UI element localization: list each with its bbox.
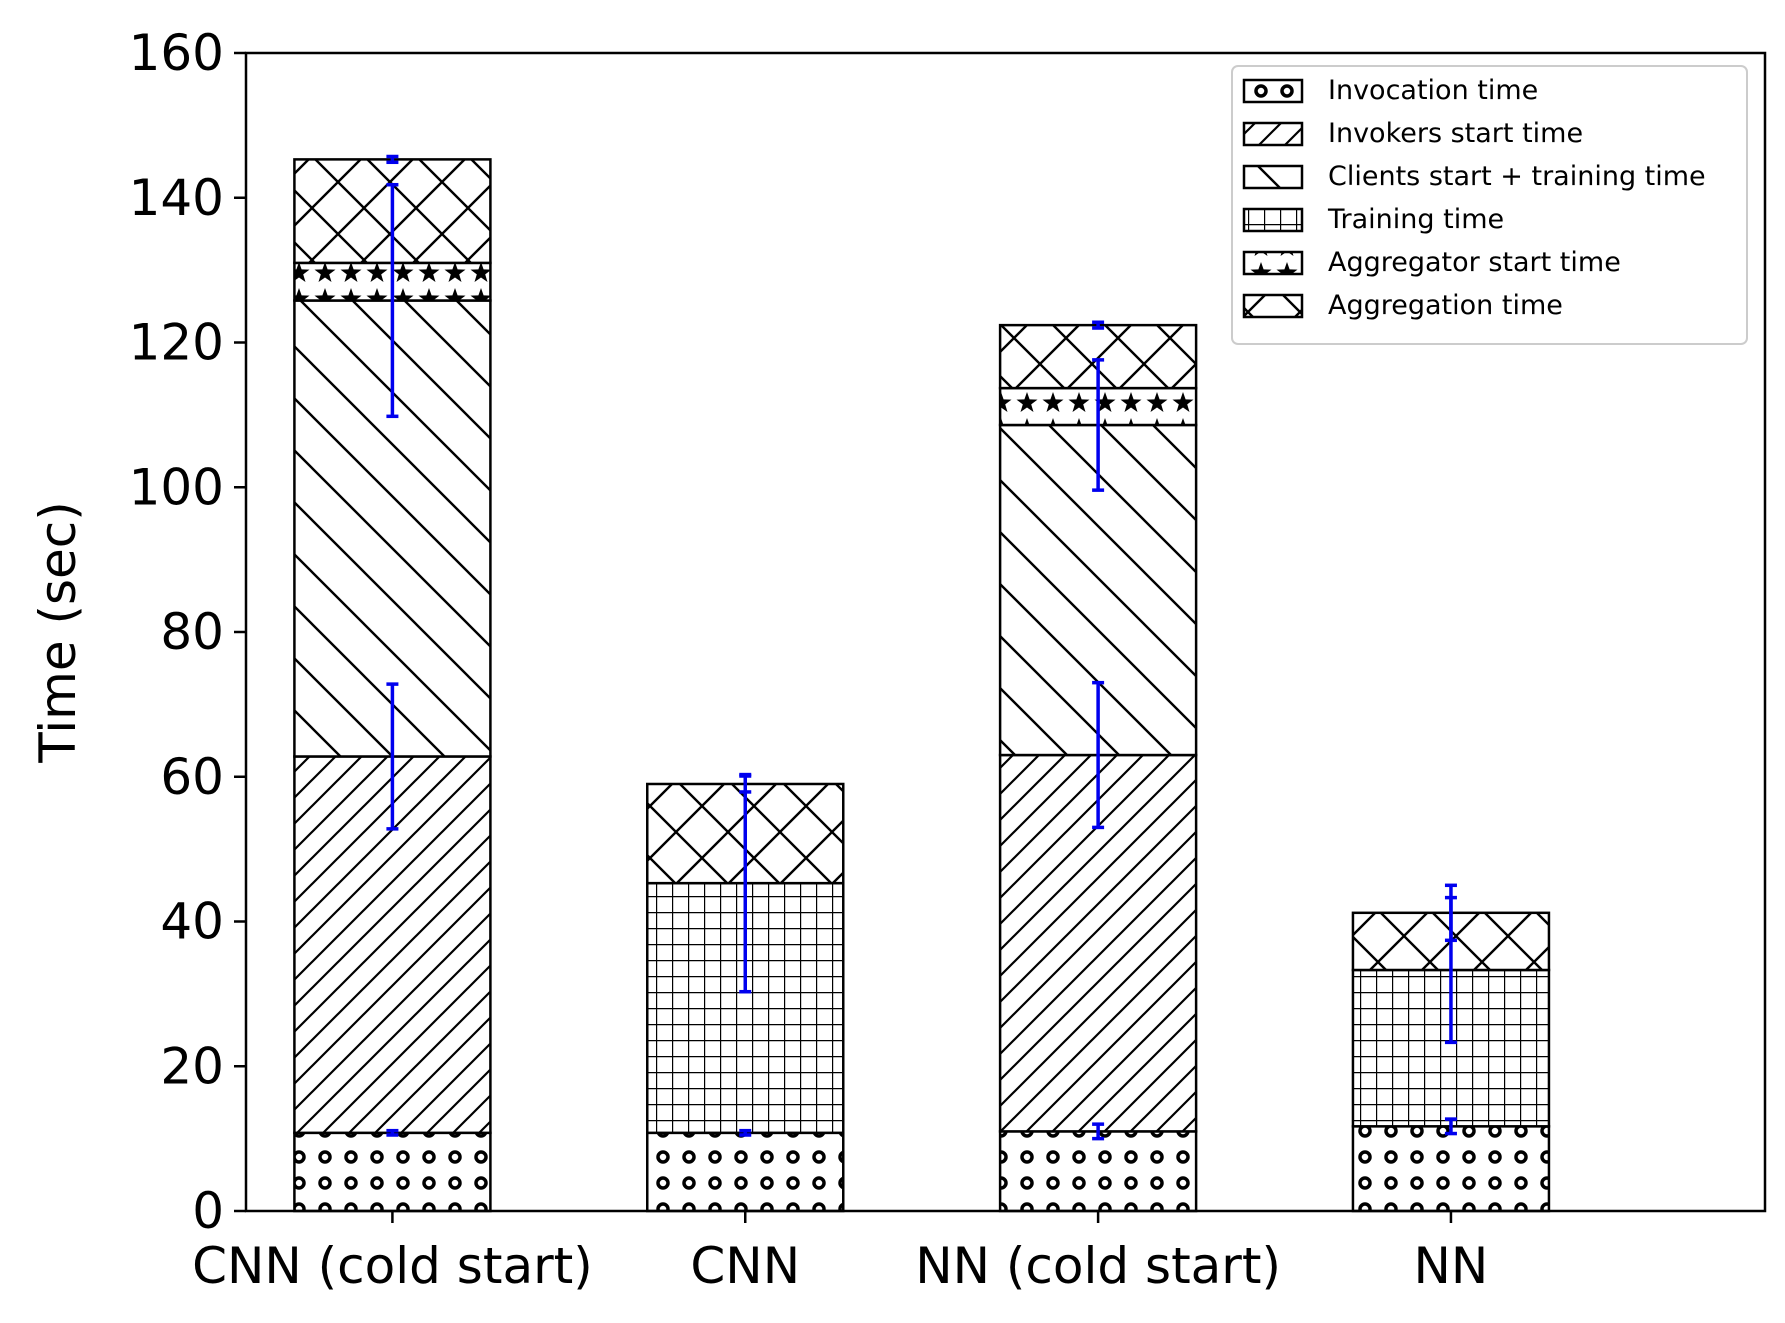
- bar-cnn-cold-start-invocation-time: [293, 1131, 492, 1213]
- y-tick-label: 100: [129, 458, 224, 516]
- legend-swatch: [1242, 121, 1304, 147]
- error-bar-nn-cold-start-invokers-start-time: [1092, 680, 1105, 830]
- y-tick-label: 80: [160, 603, 224, 661]
- error-bar-cnn-invocation-time: [739, 1128, 752, 1137]
- legend-item-aggregator-start-time: Aggregator start time: [1242, 247, 1621, 278]
- legend-label: Invocation time: [1328, 75, 1538, 106]
- y-axis: 0 20 40 60 80 100 120 140 160: [129, 24, 246, 1240]
- legend-label: Training time: [1327, 204, 1504, 235]
- error-bar-nn-aggregation-time: [1444, 883, 1457, 943]
- legend-item-clients-start-training-time: Clients start + training time: [1242, 161, 1706, 192]
- legend-label: Aggregator start time: [1328, 247, 1621, 278]
- legend: Invocation time Invokers start time Client…: [1231, 65, 1748, 345]
- x-tick-label: CNN: [690, 1237, 800, 1295]
- x-tick-label: CNN (cold start): [192, 1237, 593, 1295]
- x-tick-label: NN: [1414, 1237, 1489, 1295]
- legend-item-training-time: Training time: [1242, 204, 1504, 235]
- legend-swatch: [1242, 250, 1304, 276]
- y-tick-label: 0: [192, 1182, 224, 1240]
- legend-swatch: [1242, 164, 1304, 190]
- error-bar-cnn-cold-start-invocation-time: [386, 1128, 399, 1137]
- error-bar-cnn-aggregation-time: [739, 774, 752, 794]
- error-bar-nn-cold-start-clients-start-training-time: [1092, 358, 1105, 492]
- legend-label: Clients start + training time: [1328, 161, 1706, 192]
- error-bar-cnn-cold-start-invokers-start-time: [386, 682, 399, 831]
- legend-label: Invokers start time: [1328, 118, 1583, 149]
- error-bar-nn-cold-start-invocation-time: [1092, 1122, 1105, 1141]
- legend-item-aggregation-time: Aggregation time: [1242, 290, 1563, 321]
- legend-swatch: [1242, 293, 1304, 319]
- error-bar-cnn-cold-start-clients-start-training-time: [386, 182, 399, 419]
- y-tick-label: 60: [160, 748, 224, 806]
- bar-nn-cold-start-invocation-time: [998, 1130, 1198, 1213]
- legend-swatch: [1242, 78, 1304, 104]
- x-axis: CNN (cold start) CNN NN (cold start) NN: [192, 1211, 1488, 1295]
- legend-item-invocation-time: Invocation time: [1242, 75, 1538, 106]
- legend-swatch: [1242, 207, 1304, 233]
- error-bar-cnn-cold-start-aggregation-time: [386, 154, 399, 165]
- legend-label: Aggregation time: [1328, 290, 1563, 321]
- x-tick-label: NN (cold start): [915, 1237, 1281, 1295]
- legend-box: [1231, 65, 1748, 345]
- y-axis-label: Time (sec): [29, 501, 87, 764]
- bar-nn-invocation-time: [1351, 1125, 1551, 1213]
- y-tick-label: 140: [129, 169, 224, 227]
- error-bars-group: [386, 154, 1457, 1141]
- y-tick-label: 120: [129, 314, 224, 372]
- legend-item-invokers-start-time: Invokers start time: [1242, 118, 1583, 149]
- y-tick-label: 20: [160, 1037, 224, 1095]
- bar-cnn-invocation-time: [646, 1131, 845, 1213]
- y-tick-label: 160: [129, 24, 224, 82]
- y-tick-label: 40: [160, 893, 224, 951]
- error-bar-nn-cold-start-aggregation-time: [1092, 320, 1105, 330]
- error-bar-nn-invocation-time: [1444, 1117, 1457, 1136]
